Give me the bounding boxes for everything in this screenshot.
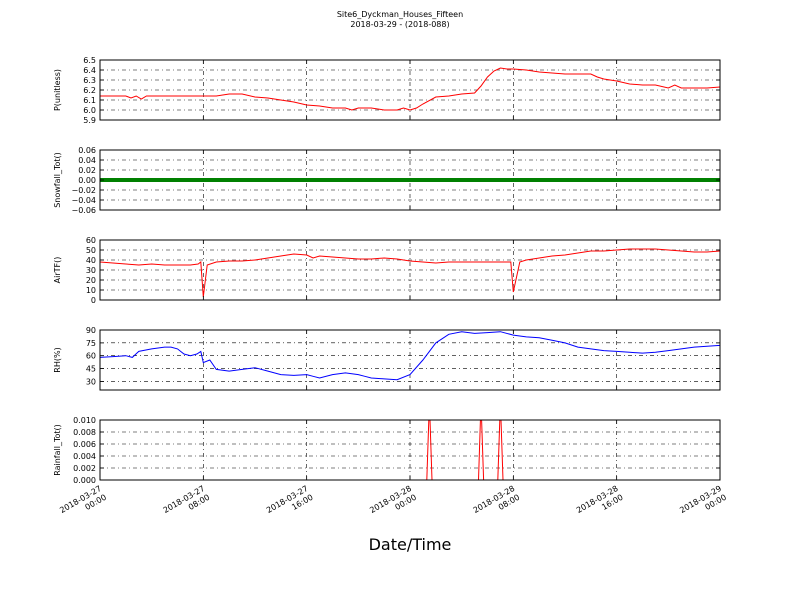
- y-tick-label: 60: [86, 352, 96, 361]
- y-tick-label: 0.010: [73, 416, 96, 425]
- y-tick-label: 6.2: [83, 86, 96, 95]
- y-tick-label: 0.06: [78, 146, 96, 155]
- y-tick-label: 45: [86, 365, 96, 374]
- x-tick-label: 2018-03-2900:00: [678, 484, 728, 524]
- y-tick-label: 90: [86, 326, 96, 335]
- y-tick-label: 50: [86, 246, 96, 255]
- y-tick-label: 6.4: [83, 66, 96, 75]
- y-tick-label: 30: [86, 377, 96, 386]
- x-tick-label: 2018-03-2800:00: [368, 484, 418, 524]
- y-tick-label: −0.04: [71, 196, 96, 205]
- y-axis-label: AirTF(): [53, 257, 62, 284]
- y-tick-label: 60: [86, 236, 96, 245]
- chart-title: Site6_Dyckman_Houses_Fifteen: [336, 10, 464, 19]
- y-tick-label: 30: [86, 266, 96, 275]
- y-tick-label: 75: [86, 339, 96, 348]
- x-tick-label: 2018-03-2808:00: [472, 484, 522, 524]
- y-tick-label: 0.00: [78, 176, 96, 185]
- y-axis-label: Rainfall_Tot(): [53, 424, 62, 476]
- y-tick-label: 40: [86, 256, 96, 265]
- x-tick-label: 2018-03-2816:00: [575, 484, 625, 524]
- y-tick-label: 0.02: [78, 166, 96, 175]
- x-tick-label: 2018-03-2708:00: [162, 484, 212, 524]
- series-line-p: [100, 67, 720, 111]
- y-tick-label: 6.5: [83, 56, 96, 65]
- series-line-air: [100, 248, 720, 298]
- y-tick-label: 0.04: [78, 156, 96, 165]
- y-axis-label: Snowfall_Tot(): [53, 152, 62, 208]
- y-tick-label: 6.1: [83, 96, 96, 105]
- y-tick-label: 6.0: [83, 106, 96, 115]
- y-axis-label: P(unitless): [53, 69, 62, 111]
- series-line-rain: [100, 420, 720, 480]
- y-tick-label: 20: [86, 276, 96, 285]
- chart-title-block: Site6_Dyckman_Houses_Fifteen 2018-03-29 …: [0, 10, 800, 30]
- y-tick-label: 10: [86, 286, 96, 295]
- y-tick-label: −0.06: [71, 206, 96, 215]
- y-tick-label: 0: [91, 296, 96, 305]
- y-tick-label: 6.3: [83, 76, 96, 85]
- y-tick-label: 0.004: [73, 452, 96, 461]
- y-tick-label: 0.002: [73, 464, 96, 473]
- x-tick-label: 2018-03-2716:00: [265, 484, 315, 524]
- y-tick-label: 0.008: [73, 428, 96, 437]
- chart-subtitle: 2018-03-29 - (2018-088): [350, 20, 450, 29]
- x-tick-label: 2018-03-2700:00: [58, 484, 108, 524]
- y-tick-label: 0.006: [73, 440, 96, 449]
- y-axis-label: RH(%): [53, 347, 62, 372]
- y-tick-label: −0.02: [71, 186, 96, 195]
- y-tick-label: 5.9: [83, 116, 96, 125]
- y-tick-label: 0.000: [73, 476, 96, 485]
- x-axis-label: Date/Time: [369, 535, 452, 554]
- series-line-rh: [100, 331, 720, 381]
